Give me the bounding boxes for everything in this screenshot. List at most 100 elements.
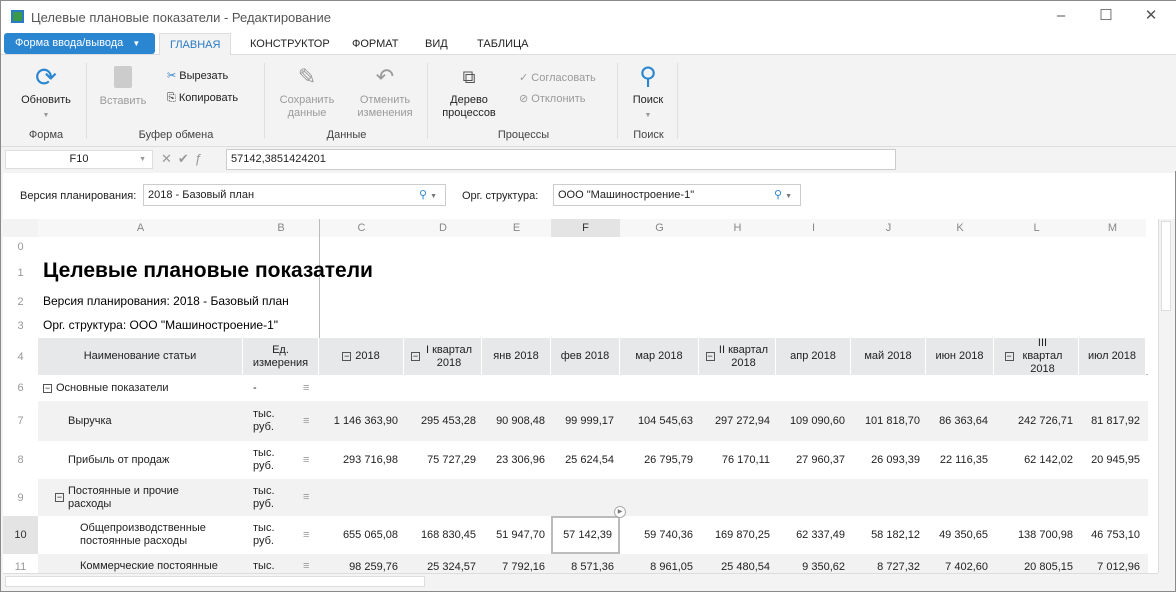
column-header-C[interactable]: C <box>319 219 404 237</box>
data-cell[interactable]: 7 402,60 <box>945 560 988 573</box>
column-header-M[interactable]: M <box>1079 219 1146 237</box>
formula-input[interactable]: 57142,3851424201 <box>226 149 896 170</box>
refresh-button[interactable]: ⟳ Обновить ▼ <box>11 63 81 122</box>
row-header-7[interactable]: 7 <box>17 415 24 427</box>
data-cell[interactable]: 62 142,02 <box>1024 454 1073 466</box>
data-cell[interactable]: 76 170,11 <box>721 454 770 466</box>
row-header-8[interactable]: 8 <box>17 454 24 466</box>
filter-icon[interactable]: ≡ <box>303 414 310 427</box>
column-header-B[interactable]: B <box>243 219 319 237</box>
collapse-icon[interactable]: − <box>411 351 420 361</box>
data-cell[interactable]: 75 727,29 <box>427 454 476 466</box>
data-cell[interactable]: 27 960,37 <box>796 454 845 466</box>
data-cell[interactable]: 297 272,94 <box>714 415 770 427</box>
data-cell[interactable]: 57 142,39 <box>551 516 620 554</box>
data-cell[interactable]: 655 065,08 <box>342 529 398 541</box>
maximize-button[interactable]: ☐ <box>1099 7 1113 24</box>
function-icon[interactable]: ƒ <box>194 151 209 166</box>
search-icon[interactable]: ⚲ ▼ <box>418 189 437 201</box>
data-cell[interactable]: 7 792,16 <box>502 560 545 573</box>
row-unit[interactable]: - ≡ <box>243 375 319 401</box>
column-header-F[interactable]: F <box>551 219 620 237</box>
column-header-I[interactable]: I <box>776 219 851 237</box>
data-cell[interactable]: 25 480,54 <box>721 560 770 573</box>
data-cell[interactable]: 26 093,39 <box>871 454 920 466</box>
data-cell[interactable]: 23 306,96 <box>496 454 545 466</box>
row-unit[interactable]: тыс. руб. ≡ <box>243 479 319 516</box>
collapse-icon[interactable]: − <box>342 351 352 361</box>
row-header-11[interactable]: 11 <box>14 560 27 573</box>
row-header-10[interactable]: 10 <box>3 516 38 554</box>
data-cell[interactable]: 168 830,45 <box>420 529 476 541</box>
cut-button[interactable]: ✂ Вырезать <box>167 70 228 83</box>
vertical-scrollbar[interactable] <box>1158 219 1172 573</box>
data-cell[interactable]: 8 961,05 <box>650 560 693 573</box>
data-cell[interactable]: 51 947,70 <box>496 529 545 541</box>
minimize-button[interactable]: – <box>1056 7 1066 24</box>
form-menu-button[interactable]: Форма ввода/вывода ▼ <box>4 33 155 54</box>
filter-icon[interactable]: ≡ <box>303 528 310 541</box>
collapse-icon[interactable]: − <box>55 492 64 502</box>
data-cell[interactable]: 101 818,70 <box>864 415 920 427</box>
data-cell[interactable]: 90 908,48 <box>496 415 545 427</box>
row-name[interactable]: Выручка <box>38 401 243 441</box>
undo-changes-button[interactable]: ↶ Отменить изменения <box>349 63 421 120</box>
data-cell[interactable]: 9 350,62 <box>802 560 845 573</box>
filter-icon[interactable]: ≡ <box>303 491 310 503</box>
search-icon[interactable]: ⚲ ▼ <box>773 189 792 201</box>
copy-button[interactable]: ⎘ Копировать <box>167 92 238 105</box>
collapse-icon[interactable]: − <box>1004 351 1014 361</box>
row-name[interactable]: Коммерческие постоянные <box>38 554 243 573</box>
column-header-L[interactable]: L <box>994 219 1079 237</box>
tab-home[interactable]: ГЛАВНАЯ <box>159 33 232 56</box>
row-unit[interactable]: тыс. руб. ≡ <box>243 516 319 554</box>
column-header-K[interactable]: K <box>926 219 994 237</box>
data-cell[interactable]: 99 999,17 <box>565 415 614 427</box>
filter-icon[interactable]: ≡ <box>303 381 310 394</box>
data-cell[interactable]: 98 259,76 <box>349 560 398 573</box>
close-button[interactable]: ✕ <box>1144 7 1158 24</box>
cell-expand-handle[interactable]: ▶ <box>614 506 626 518</box>
column-header-J[interactable]: J <box>851 219 926 237</box>
row-header-6[interactable]: 6 <box>17 382 24 394</box>
data-cell[interactable]: 8 571,36 <box>571 560 614 573</box>
data-cell[interactable]: 7 012,96 <box>1097 560 1140 573</box>
column-header-H[interactable]: H <box>699 219 776 237</box>
data-cell[interactable]: 295 453,28 <box>420 415 476 427</box>
filter-icon[interactable]: ≡ <box>303 560 310 572</box>
data-cell[interactable]: 46 753,10 <box>1091 529 1140 541</box>
tab-table[interactable]: ТАБЛИЦА <box>477 38 529 50</box>
row-unit[interactable]: тыс. руб. ≡ <box>243 441 319 479</box>
data-cell[interactable]: 59 740,36 <box>644 529 693 541</box>
save-data-button[interactable]: ✎ Сохранить данные <box>271 63 343 120</box>
row-name[interactable]: Общепроизводственные постоянные расходы <box>38 516 243 554</box>
data-cell[interactable]: 49 350,65 <box>939 529 988 541</box>
data-cell[interactable]: 109 090,60 <box>789 415 845 427</box>
data-cell[interactable]: 169 870,25 <box>714 529 770 541</box>
data-cell[interactable]: 25 324,57 <box>427 560 476 573</box>
collapse-icon[interactable]: − <box>705 351 715 361</box>
column-header-D[interactable]: D <box>404 219 482 237</box>
data-cell[interactable]: 8 727,32 <box>877 560 920 573</box>
row-name[interactable]: − Основные показатели <box>38 375 243 401</box>
filter-icon[interactable]: ≡ <box>303 453 310 466</box>
collapse-icon[interactable]: − <box>43 382 52 393</box>
data-cell[interactable]: 138 700,98 <box>1017 529 1073 541</box>
approve-button[interactable]: ✓ Согласовать <box>519 72 596 85</box>
version-select[interactable]: 2018 - Базовый план ⚲ ▼ <box>143 184 446 206</box>
confirm-icon[interactable]: ✔ <box>177 151 195 166</box>
data-cell[interactable]: 20 805,15 <box>1024 560 1073 573</box>
search-button[interactable]: ⚲ Поиск ▼ <box>623 63 673 122</box>
column-header-E[interactable]: E <box>482 219 551 237</box>
tab-view[interactable]: ВИД <box>425 38 448 50</box>
data-cell[interactable]: 20 945,95 <box>1091 454 1140 466</box>
data-cell[interactable]: 62 337,49 <box>796 529 845 541</box>
row-name[interactable]: − Постоянные и прочие расходы <box>38 479 243 516</box>
column-header-G[interactable]: G <box>620 219 699 237</box>
paste-button[interactable]: Вставить <box>93 63 153 108</box>
horizontal-scrollbar[interactable] <box>3 573 1158 589</box>
cell-reference-box[interactable]: F10 ▼ <box>5 150 153 169</box>
tab-constructor[interactable]: КОНСТРУКТОР <box>250 38 330 50</box>
data-cell[interactable]: 22 116,35 <box>939 454 988 466</box>
row-unit[interactable]: тыс. руб. ≡ <box>243 401 319 441</box>
